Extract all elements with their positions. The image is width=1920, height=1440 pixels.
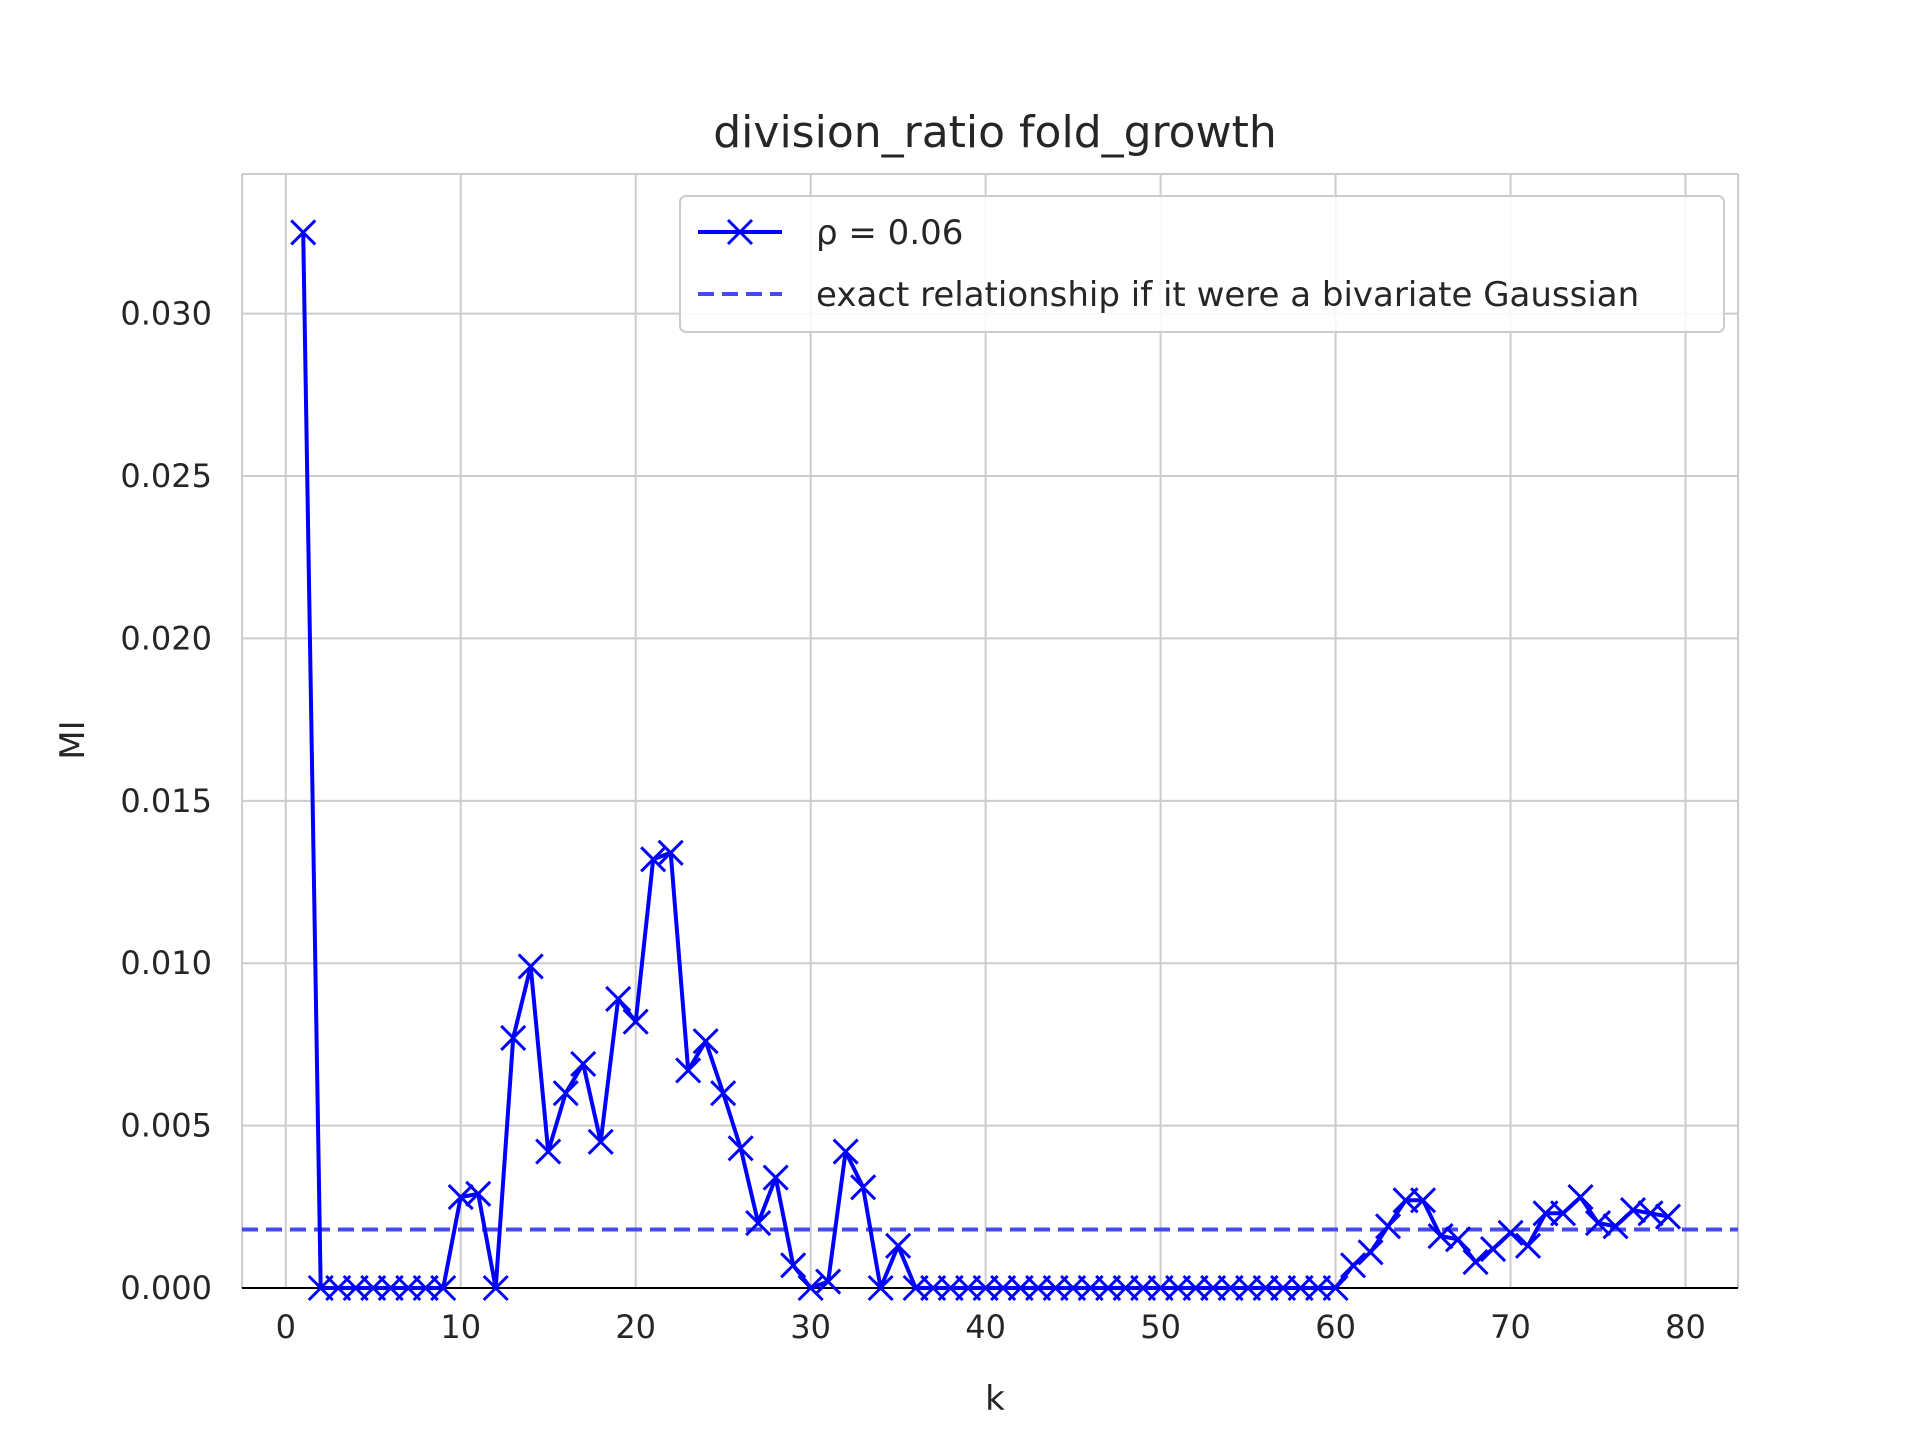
data-point-marker — [605, 985, 632, 1013]
x-tick-label: 10 — [440, 1308, 481, 1346]
data-point-marker — [1322, 1274, 1349, 1302]
x-tick-label: 70 — [1490, 1308, 1531, 1346]
data-point-marker — [517, 953, 544, 980]
x-axis-label: k — [985, 1379, 1005, 1419]
legend-series-label: ρ = 0.06 — [816, 213, 963, 253]
data-point-marker — [430, 1274, 457, 1302]
y-tick-label: 0.025 — [120, 457, 212, 495]
data-point-marker — [535, 1138, 562, 1165]
data-point-marker — [587, 1128, 614, 1155]
data-point-marker — [290, 219, 317, 246]
data-point-marker — [1497, 1219, 1524, 1246]
data-point-marker — [1654, 1203, 1682, 1230]
data-point-marker — [850, 1174, 877, 1201]
data-point-marker — [465, 1180, 492, 1207]
data-point-marker — [552, 1080, 579, 1107]
data-point-marker — [622, 1008, 649, 1035]
data-point-marker — [570, 1050, 597, 1077]
legend-series-swatch-marker — [726, 218, 754, 246]
y-tick-label: 0.000 — [120, 1269, 212, 1307]
legend-box — [679, 195, 1725, 333]
data-point-marker — [1374, 1213, 1402, 1240]
data-point-marker — [1567, 1183, 1594, 1211]
data-point-marker — [815, 1268, 842, 1295]
data-point-marker — [692, 1028, 719, 1055]
x-axis-ticks: 0 10 20 30 40 50 60 70 80 — [276, 1308, 1706, 1346]
data-point-marker — [657, 839, 684, 866]
data-point-marker — [885, 1232, 912, 1259]
data-point-marker — [780, 1252, 807, 1279]
data-point-marker — [832, 1138, 859, 1165]
data-point-marker — [727, 1135, 754, 1162]
data-point-marker — [745, 1209, 772, 1237]
y-tick-label: 0.030 — [120, 295, 212, 333]
data-point-marker — [1444, 1226, 1472, 1253]
data-point-marker — [675, 1057, 702, 1084]
legend: ρ = 0.06 exact relationship if it were a… — [679, 195, 1725, 333]
x-tick-label: 80 — [1665, 1308, 1706, 1346]
data-point-marker — [867, 1274, 894, 1302]
data-point-marker — [1357, 1239, 1384, 1266]
data-point-marker — [500, 1024, 527, 1051]
x-tick-label: 30 — [790, 1308, 831, 1346]
y-tick-label: 0.005 — [120, 1107, 212, 1145]
data-point-marker — [1462, 1248, 1489, 1276]
chart-title: division_ratio fold_growth — [713, 107, 1276, 158]
y-axis-label: MI — [53, 720, 93, 759]
x-tick-label: 20 — [615, 1308, 656, 1346]
data-point-marker — [710, 1080, 737, 1107]
data-point-marker — [1339, 1252, 1367, 1279]
data-point-marker — [1514, 1232, 1542, 1259]
data-point-marker — [640, 846, 667, 873]
mi-series — [290, 219, 1682, 1302]
data-point-marker — [482, 1274, 509, 1302]
x-tick-label: 40 — [965, 1308, 1006, 1346]
data-point-marker — [762, 1164, 789, 1191]
data-point-marker — [1409, 1187, 1437, 1214]
axes-frame — [241, 173, 1739, 1289]
y-tick-label: 0.015 — [120, 782, 212, 820]
legend-gaussian-label: exact relationship if it were a bivariat… — [816, 275, 1639, 315]
y-axis-ticks: 0.000 0.005 0.010 0.015 0.020 0.025 0.030 — [120, 295, 212, 1307]
y-tick-label: 0.010 — [120, 944, 212, 982]
y-tick-label: 0.020 — [120, 619, 212, 657]
x-tick-label: 0 — [276, 1308, 296, 1346]
x-tick-label: 60 — [1315, 1308, 1356, 1346]
x-tick-label: 50 — [1140, 1308, 1181, 1346]
data-point-marker — [797, 1274, 824, 1302]
